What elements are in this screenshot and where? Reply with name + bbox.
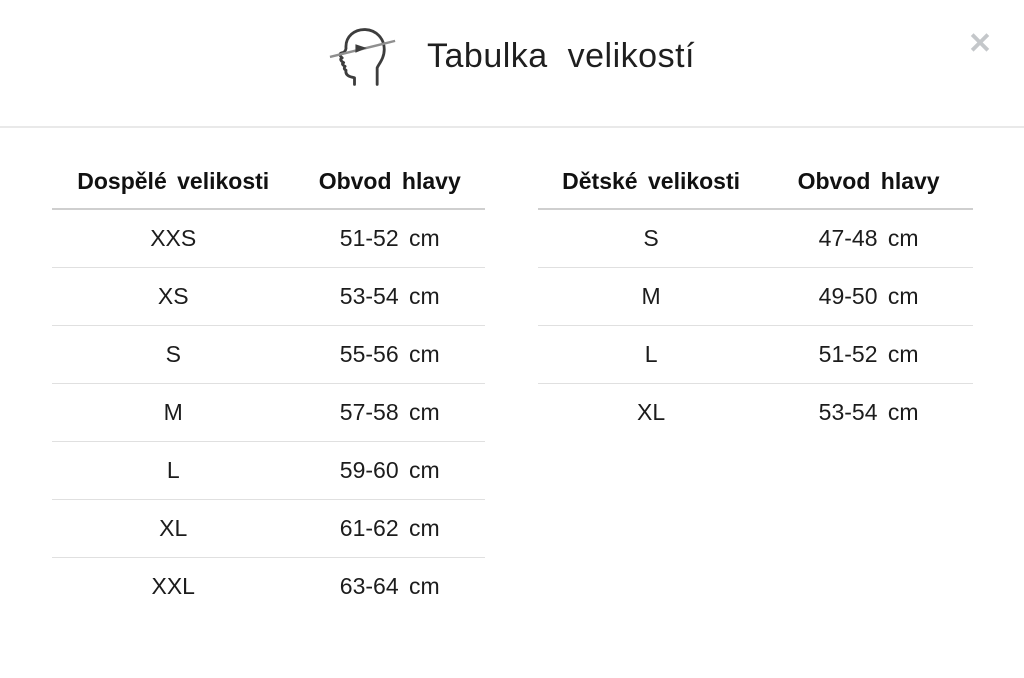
header-divider [0,126,1024,128]
table-row: XL 61-62 cm [52,499,485,558]
circumference-cell: 55-56 cm [294,325,485,384]
table-row: XL 53-54 cm [538,383,973,441]
table-row: XXL 63-64 cm [52,557,485,615]
size-cell: S [52,325,295,384]
circumference-cell: 51-52 cm [764,325,973,384]
size-cell: S [538,209,765,268]
circumference-cell: 61-62 cm [294,499,485,558]
adult-size-column-header: Dospělé velikosti [52,155,295,210]
close-button[interactable]: ✕ [960,24,1000,64]
children-sizes-table: Dětské velikosti Obvod hlavy S 47-48 cm M 4… [538,155,973,441]
table-header-row: Dětské velikosti Obvod hlavy [538,155,973,210]
circumference-cell: 53-54 cm [818,398,919,425]
table-row: M 49-50 cm [538,267,973,326]
circumference-cell: 59-60 cm [294,441,485,500]
children-size-column-header: Dětské velikosti [538,155,765,210]
table-row: S 55-56 cm [52,325,485,384]
size-cell: XL [52,499,295,558]
adult-sizes-table-body: XXS 51-52 cm XS 53-54 cm S 55-56 cm M 57-58 cm L… [52,209,485,615]
size-cell: XXS [52,209,295,268]
circumference-cell: 57-58 cm [294,383,485,442]
close-icon: ✕ [967,27,993,60]
table-header-row: Dospělé velikosti Obvod hlavy [52,155,485,210]
table-row: M 57-58 cm [52,383,485,442]
circumference-cell: 47-48 cm [764,209,973,268]
modal-header: Tabulka velikostí ✕ [0,0,1024,126]
adult-sizes-table: Dospělé velikosti Obvod hlavy XXS 51-52 c… [52,155,485,615]
modal-title: Tabulka velikostí [427,36,695,75]
size-cell: M [538,267,765,326]
circumference-cell: 53-54 cm [294,267,485,326]
modal-content: Dospělé velikosti Obvod hlavy XXS 51-52 c… [0,128,1024,678]
circumference-cell: 63-64 cm [339,572,440,599]
size-cell: XL [637,398,666,425]
table-row: L 51-52 cm [538,325,973,384]
circumference-cell: 51-52 cm [294,209,485,268]
size-cell: XS [52,267,295,326]
table-row: XXS 51-52 cm [52,209,485,268]
size-cell: M [52,383,295,442]
size-cell: XXL [151,572,195,599]
table-row: S 47-48 cm [538,209,973,268]
table-row: XS 53-54 cm [52,267,485,326]
circumference-cell: 49-50 cm [764,267,973,326]
table-row: L 59-60 cm [52,441,485,500]
adult-circumference-column-header: Obvod hlavy [294,155,485,210]
modal-title-group: Tabulka velikostí [0,0,1024,126]
head-measure-icon [329,21,397,91]
size-cell: L [538,325,765,384]
size-cell: L [52,441,295,500]
children-circumference-column-header: Obvod hlavy [764,155,973,210]
children-sizes-table-body: S 47-48 cm M 49-50 cm L 51-52 cm XL 53-54 cm [538,209,973,441]
